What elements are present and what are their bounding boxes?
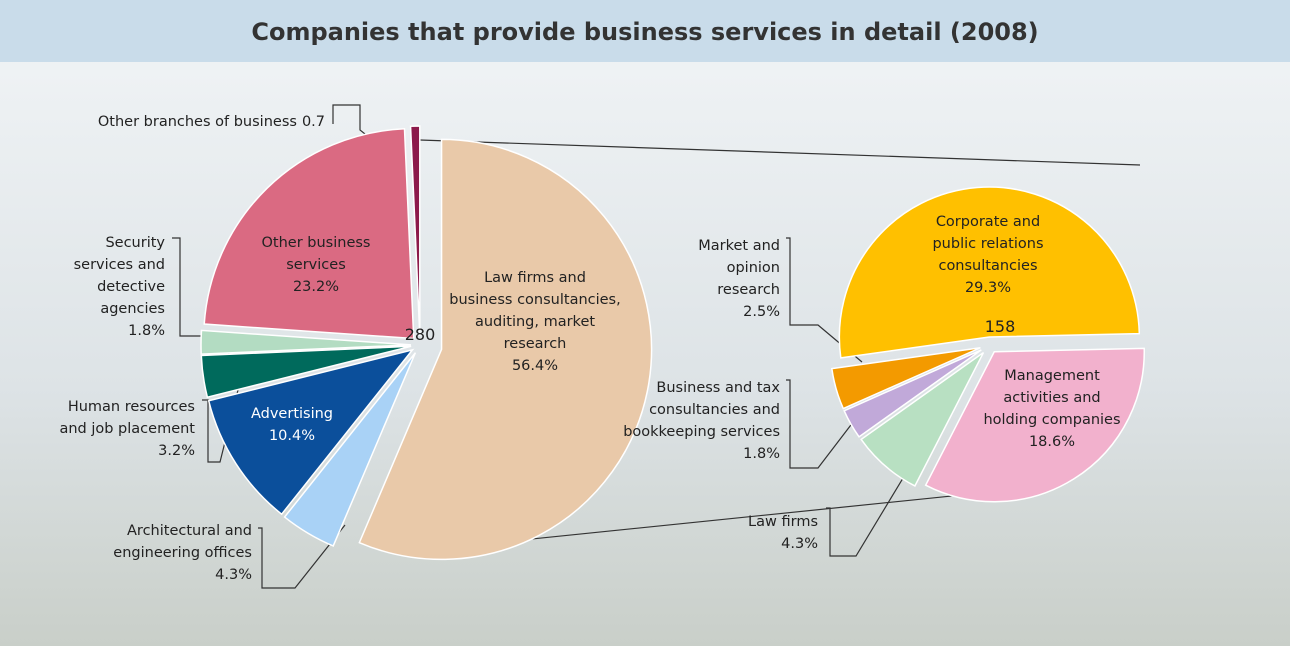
pie-slice (203, 127, 415, 340)
slice-value: 23.2% (293, 279, 339, 295)
slice-value: 1.8% (743, 446, 780, 462)
slice-label: Architectural and engineering offices (113, 523, 252, 561)
slice-label: Advertising (251, 406, 333, 422)
slice-label: Other branches of business (98, 114, 297, 130)
pie-slice (838, 186, 1141, 359)
center-label: 158 (985, 317, 1016, 336)
slice-value: 1.8% (128, 323, 165, 339)
slice-value: 4.3% (781, 536, 818, 552)
pie-slice (283, 352, 417, 547)
connector (419, 139, 1141, 166)
slice-value: 3.2% (158, 443, 195, 459)
slice-value: 29.3% (965, 280, 1011, 296)
leader-line (826, 449, 921, 557)
slice-value: 0.7 (302, 114, 325, 130)
pie-slice (358, 138, 653, 561)
leader-line (786, 379, 871, 469)
slice-value: 4.3% (215, 567, 252, 583)
slice-label: Security services and detective agencies (74, 235, 166, 317)
slice-value: 2.5% (743, 304, 780, 320)
pie-slice (200, 345, 412, 399)
leader-line (258, 524, 346, 589)
slice-value: 56.4% (512, 358, 558, 374)
slice-label: Market and opinion research (698, 238, 780, 298)
slice-label: Other business services (262, 235, 371, 273)
slice-label: Law firms and business consultancies, audi… (449, 270, 620, 352)
leader-line (786, 237, 863, 363)
slice-label: Management activities and holding companie… (983, 368, 1120, 428)
slice-value: 10.4% (269, 428, 315, 444)
pie-slice (860, 351, 985, 487)
slice-label: Business and tax consultancies and bookkee… (623, 380, 780, 440)
pie-slice (830, 347, 981, 410)
chart-title: Companies that provide business services… (251, 18, 1038, 46)
pie-slice (200, 329, 412, 355)
slice-label: Law firms (748, 514, 818, 530)
pie-slice (843, 349, 982, 438)
slice-value: 18.6% (1029, 434, 1075, 450)
slice-label: Corporate and public relations consultanci… (932, 214, 1043, 274)
pie-slice (924, 347, 1145, 503)
center-label: 280 (405, 325, 436, 344)
pie-slice (207, 348, 415, 516)
slice-label: Human resources and job placement (59, 399, 195, 437)
title-bar (0, 0, 1290, 62)
pie-slice (409, 125, 421, 337)
